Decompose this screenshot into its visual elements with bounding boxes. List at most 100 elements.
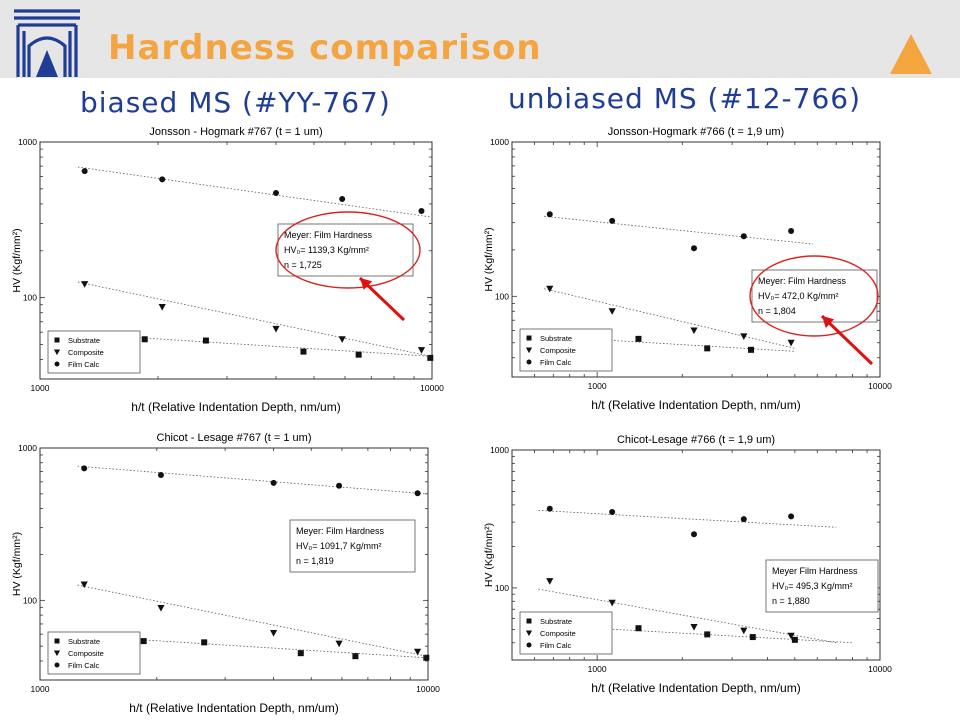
film-calc-point: [740, 516, 747, 523]
legend-marker-substrate: [526, 618, 532, 624]
subtitle-biased: biased MS (#YY-767): [80, 86, 391, 119]
legend-label-film-calc: Film Calc: [68, 360, 99, 369]
legend-marker-film-calc: [526, 359, 532, 365]
legend-label-composite: Composite: [68, 348, 104, 357]
x-axis-label: h/t (Relative Indentation Depth, nm/um): [591, 398, 800, 412]
axis-ticks: [511, 449, 881, 661]
y-tick-label: 1000: [490, 137, 509, 147]
film-calc-point: [270, 479, 277, 486]
substrate-series: [140, 638, 430, 661]
composite-point: [740, 333, 748, 340]
composite-point: [81, 281, 89, 288]
chart-title: Chicot - Lesage #767 (t = 1 um): [157, 432, 312, 444]
film-calc-point: [414, 490, 421, 497]
legend-label-composite: Composite: [68, 649, 104, 658]
film-calc-point: [336, 482, 343, 489]
legend-box: [519, 328, 613, 372]
film-calc-point: [609, 509, 616, 516]
composite-point: [158, 304, 166, 311]
x-tick-label: 10000: [868, 381, 892, 391]
x-tick-label: 1000: [31, 383, 50, 393]
substrate-point: [352, 653, 359, 660]
y-tick-label: 100: [495, 291, 509, 301]
composite-point: [690, 327, 698, 335]
axis-ticks: [39, 447, 429, 681]
substrate-point: [791, 636, 798, 643]
annotation-heading: Meyer: Film Hardness: [758, 276, 847, 286]
film-calc-point: [546, 211, 553, 218]
legend-label-substrate: Substrate: [540, 334, 572, 343]
composite-point: [413, 648, 422, 656]
composite-point: [690, 624, 698, 631]
film-calc-fit-line: [544, 215, 814, 245]
film-calc-point: [546, 505, 553, 512]
red-arrow-head-icon: [360, 278, 373, 290]
y-axis-label: HV (Kgf/mm²): [483, 523, 495, 587]
substrate-point: [635, 335, 642, 342]
y-tick-label: 1000: [490, 445, 509, 455]
legend-label-substrate: Substrate: [68, 336, 100, 345]
substrate-point: [635, 625, 642, 632]
film-calc-series: [546, 211, 795, 252]
substrate-series: [141, 336, 434, 361]
composite-fit-line: [544, 288, 795, 349]
film-calc-fit-line: [538, 509, 837, 528]
annotation-box: [277, 223, 414, 277]
logo-icon: [14, 9, 80, 77]
chart-jonsson-hogmark-767: Jonsson - Hogmark #767 (t = 1 um) 1000 100…: [8, 122, 450, 414]
legend-marker-film-calc: [526, 642, 532, 648]
y-tick-label: 1000: [18, 137, 37, 147]
substrate-point: [141, 336, 148, 343]
chart-svg: Chicot-Lesage #766 (t = 1,9 um) 1000 10000…: [483, 434, 892, 695]
film-calc-point: [788, 228, 795, 235]
legend-marker-composite: [53, 650, 61, 657]
legend-label-composite: Composite: [540, 346, 576, 355]
chart-title: Jonsson-Hogmark #766 (t = 1,9 um): [608, 126, 784, 138]
film-calc-series: [81, 168, 425, 215]
film-calc-point: [609, 217, 616, 224]
film-calc-point: [273, 190, 280, 197]
legend-marker-film-calc: [54, 662, 60, 668]
annotation-hv-value: HV₀= 1091,7 Kg/mm²: [296, 541, 382, 551]
y-axis-label: HV (Kgf/mm²): [11, 228, 23, 292]
composite-point: [157, 605, 165, 612]
legend-box: [47, 330, 141, 374]
legend-marker-substrate: [526, 335, 532, 341]
annotation-n-value: n = 1,819: [296, 556, 334, 566]
y-tick-label: 100: [495, 583, 509, 593]
red-arrow-head-icon: [822, 316, 835, 328]
legend-marker-composite: [525, 347, 533, 354]
legend-box: [47, 631, 141, 675]
subtitle-unbiased: unbiased MS (#12-766): [508, 82, 862, 115]
composite-series: [546, 578, 795, 640]
composite-point: [335, 640, 343, 648]
page-title: Hardness comparison: [108, 28, 542, 68]
axis-ticks: [511, 141, 881, 378]
annotation-box: [289, 519, 416, 573]
legend-label-substrate: Substrate: [540, 617, 572, 626]
composite-point: [546, 578, 554, 585]
legend-marker-composite: [525, 630, 533, 637]
annotation-hv-value: HV₀= 472,0 Kg/mm²: [758, 291, 839, 301]
substrate-point: [297, 650, 304, 657]
y-tick-label: 100: [23, 293, 37, 303]
annotation-hv-value: HV₀= 1139,3 Kg/mm²: [284, 245, 369, 255]
x-tick-label: 1000: [31, 684, 50, 694]
substrate-point: [202, 337, 209, 344]
chart-svg: Chicot - Lesage #767 (t = 1 um) 1000 10000…: [11, 432, 440, 715]
substrate-point: [300, 348, 307, 355]
chart-svg: Jonsson - Hogmark #767 (t = 1 um) 1000 100…: [11, 126, 444, 414]
annotation-hv-value: HV₀= 495,3 Kg/mm²: [772, 581, 853, 591]
legend-marker-substrate: [54, 638, 60, 644]
film-calc-point: [339, 196, 346, 203]
legend-label-film-calc: Film Calc: [540, 358, 571, 367]
composite-fit-line: [77, 281, 431, 357]
film-calc-point: [740, 233, 747, 240]
x-tick-label: 10000: [416, 684, 440, 694]
legend-marker-composite: [53, 349, 61, 356]
composite-point: [740, 627, 748, 635]
chart-svg: Jonsson-Hogmark #766 (t = 1,9 um) 1000 100…: [483, 126, 892, 412]
substrate-point: [427, 354, 434, 361]
annotation-box: [751, 269, 878, 323]
x-tick-label: 1000: [588, 381, 607, 391]
